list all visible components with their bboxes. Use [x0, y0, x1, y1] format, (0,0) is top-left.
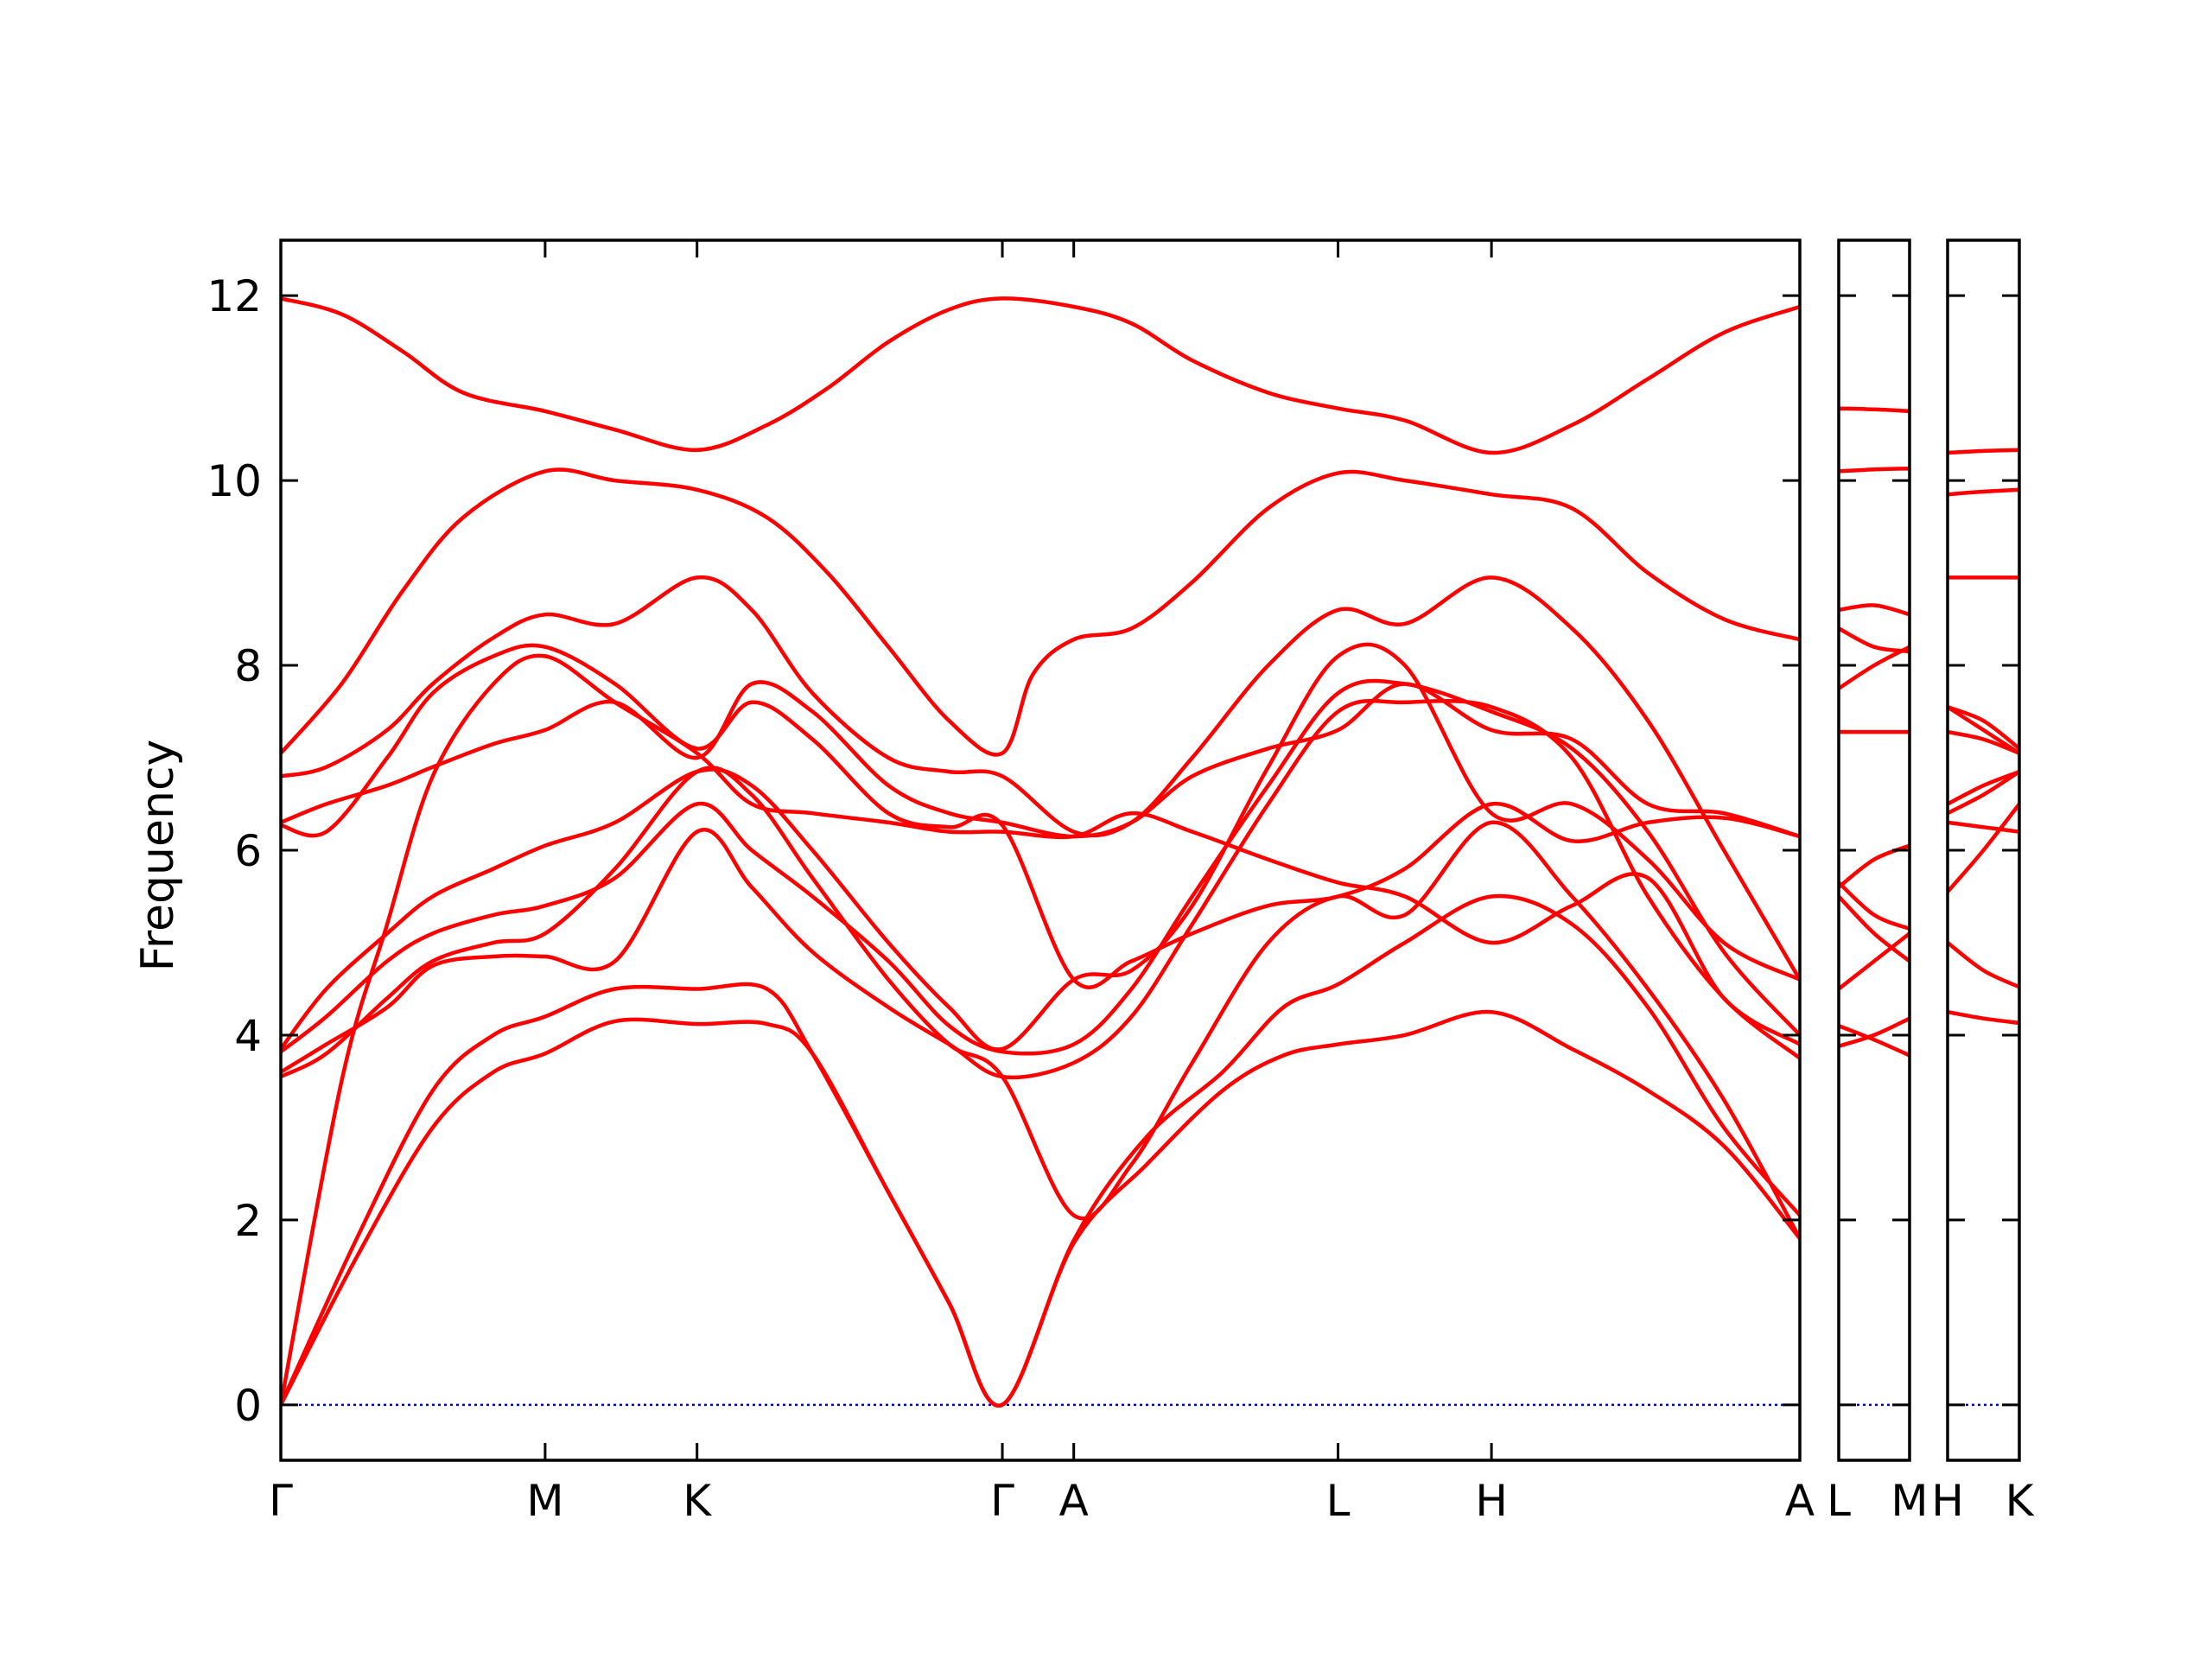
- band-line-5: [1839, 843, 1910, 889]
- band-line-8: [1948, 705, 2019, 755]
- band-line-8: [1839, 645, 1910, 690]
- band-line-12: [281, 296, 1800, 455]
- band-lines: [281, 296, 1800, 1408]
- panel-frame: [1946, 238, 2021, 1462]
- x-tick-label: L: [1827, 1476, 1851, 1526]
- y-axis-title: Frequency: [132, 740, 184, 972]
- band-line-3: [1948, 803, 2019, 893]
- x-tick-label: M: [526, 1476, 563, 1526]
- y-tick-label: 8: [234, 641, 262, 691]
- y-tick-label: 6: [234, 826, 262, 876]
- band-line-7: [281, 642, 1800, 1052]
- band-lines: [1948, 448, 2019, 1026]
- y-tick-label: 4: [234, 1011, 262, 1061]
- band-line-5: [1948, 770, 2019, 816]
- band-line-11: [281, 467, 1800, 757]
- band-line-4: [1839, 894, 1910, 963]
- band-line-1: [1839, 1016, 1910, 1048]
- band-line-3: [281, 653, 1800, 1406]
- band-line-2: [1839, 1024, 1910, 1058]
- band-line-3: [1839, 931, 1910, 991]
- band-line-2: [281, 893, 1800, 1408]
- band-line-4: [1948, 820, 2019, 834]
- band-line-6: [1839, 880, 1910, 931]
- band-line-6: [281, 678, 1800, 1056]
- band-line-8: [281, 643, 1800, 989]
- x-tick-label: A: [1785, 1476, 1815, 1526]
- band-line-9: [1948, 705, 2019, 751]
- panel-frame: [279, 238, 1802, 1462]
- band-line-1: [281, 1009, 1800, 1408]
- band-line-12: [1948, 448, 2019, 455]
- band-line-4: [281, 766, 1800, 1240]
- band-line-9: [281, 680, 1800, 839]
- band-line-5: [281, 698, 1800, 1080]
- x-tick-label: H: [1931, 1476, 1964, 1526]
- x-tick-label: M: [1891, 1476, 1928, 1526]
- band-line-10: [281, 575, 1800, 981]
- band-lines: [1839, 406, 1910, 1058]
- y-tick-label: 10: [207, 456, 262, 506]
- x-tick-label: H: [1475, 1476, 1508, 1526]
- y-tick-label: 2: [234, 1196, 262, 1246]
- x-tick-label: A: [1059, 1476, 1089, 1526]
- band-line-7: [1948, 729, 2019, 755]
- band-line-9: [1839, 626, 1910, 654]
- band-line-1: [1948, 1009, 2019, 1026]
- x-tick-label: K: [683, 1476, 712, 1526]
- panel-frame: [1837, 238, 1911, 1462]
- y-tick-label: 0: [234, 1381, 262, 1431]
- x-tick-label: L: [1326, 1476, 1351, 1526]
- band-line-11: [1948, 487, 2019, 497]
- y-tick-label: 12: [207, 271, 262, 321]
- band-line-6: [1948, 770, 2019, 806]
- x-tick-label: Γ: [990, 1476, 1014, 1526]
- band-line-12: [1839, 406, 1910, 414]
- band-line-2: [1948, 941, 2019, 989]
- band-line-11: [1839, 466, 1910, 474]
- x-tick-label: Γ: [269, 1476, 293, 1526]
- band-line-10: [1839, 603, 1910, 617]
- x-tick-label: K: [2005, 1476, 2035, 1526]
